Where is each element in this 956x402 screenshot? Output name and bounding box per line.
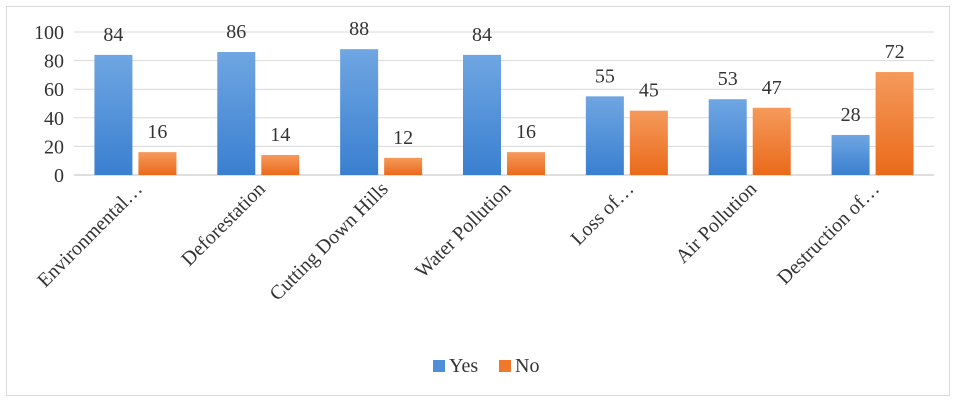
bar-no (138, 152, 177, 175)
y-tick-label: 100 (34, 22, 64, 44)
data-label: 84 (472, 24, 492, 46)
y-tick-label: 0 (54, 165, 64, 187)
data-label: 53 (718, 68, 738, 90)
bar-yes (585, 96, 624, 175)
bar-no (752, 107, 791, 175)
data-label: 84 (103, 24, 123, 46)
legend-label: Yes (449, 355, 478, 377)
bar-no (261, 154, 300, 175)
x-category-label: Deforestation (177, 178, 270, 271)
data-labels: 84 16 86 14 88 12 84 16 55 45 53 47 28 72 (103, 18, 904, 149)
bar-yes (708, 99, 747, 175)
bar-no (875, 72, 914, 175)
legend-swatch-no (499, 360, 511, 372)
data-label: 12 (393, 127, 413, 149)
y-tick-label: 20 (44, 136, 64, 158)
x-category-label: Water Pollution (411, 178, 515, 282)
data-label: 16 (147, 121, 167, 143)
bar-yes (831, 134, 870, 175)
data-label: 72 (885, 41, 905, 63)
bar-no (384, 157, 423, 175)
x-category-label: Cutting Down Hills (266, 178, 393, 305)
bars (94, 49, 914, 175)
x-category-label: Loss of… (567, 178, 639, 250)
y-axis-ticks: 0 20 40 60 80 100 (34, 22, 64, 187)
y-tick-label: 40 (44, 108, 64, 130)
data-label: 47 (762, 77, 782, 99)
y-tick-label: 60 (44, 79, 64, 101)
data-label: 28 (841, 104, 861, 126)
bar-yes (94, 54, 133, 175)
legend-swatch-yes (433, 360, 445, 372)
data-label: 14 (270, 124, 290, 146)
bar-yes (217, 52, 256, 175)
legend: Yes No (433, 355, 539, 377)
bar-no (507, 152, 545, 175)
bar-yes (340, 49, 379, 175)
gridlines (74, 31, 934, 176)
x-category-label: Air Pollution (671, 178, 761, 268)
x-category-label: Environmental… (33, 178, 147, 292)
legend-label: No (515, 355, 539, 377)
data-label: 86 (226, 21, 246, 43)
data-label: 55 (595, 65, 615, 87)
y-tick-label: 80 (44, 51, 64, 73)
data-label: 16 (516, 121, 536, 143)
data-label: 88 (349, 18, 369, 40)
x-category-label: Destruction of… (773, 178, 884, 289)
data-label: 45 (639, 80, 659, 102)
bar-no (629, 110, 668, 175)
bar-yes (463, 54, 501, 175)
